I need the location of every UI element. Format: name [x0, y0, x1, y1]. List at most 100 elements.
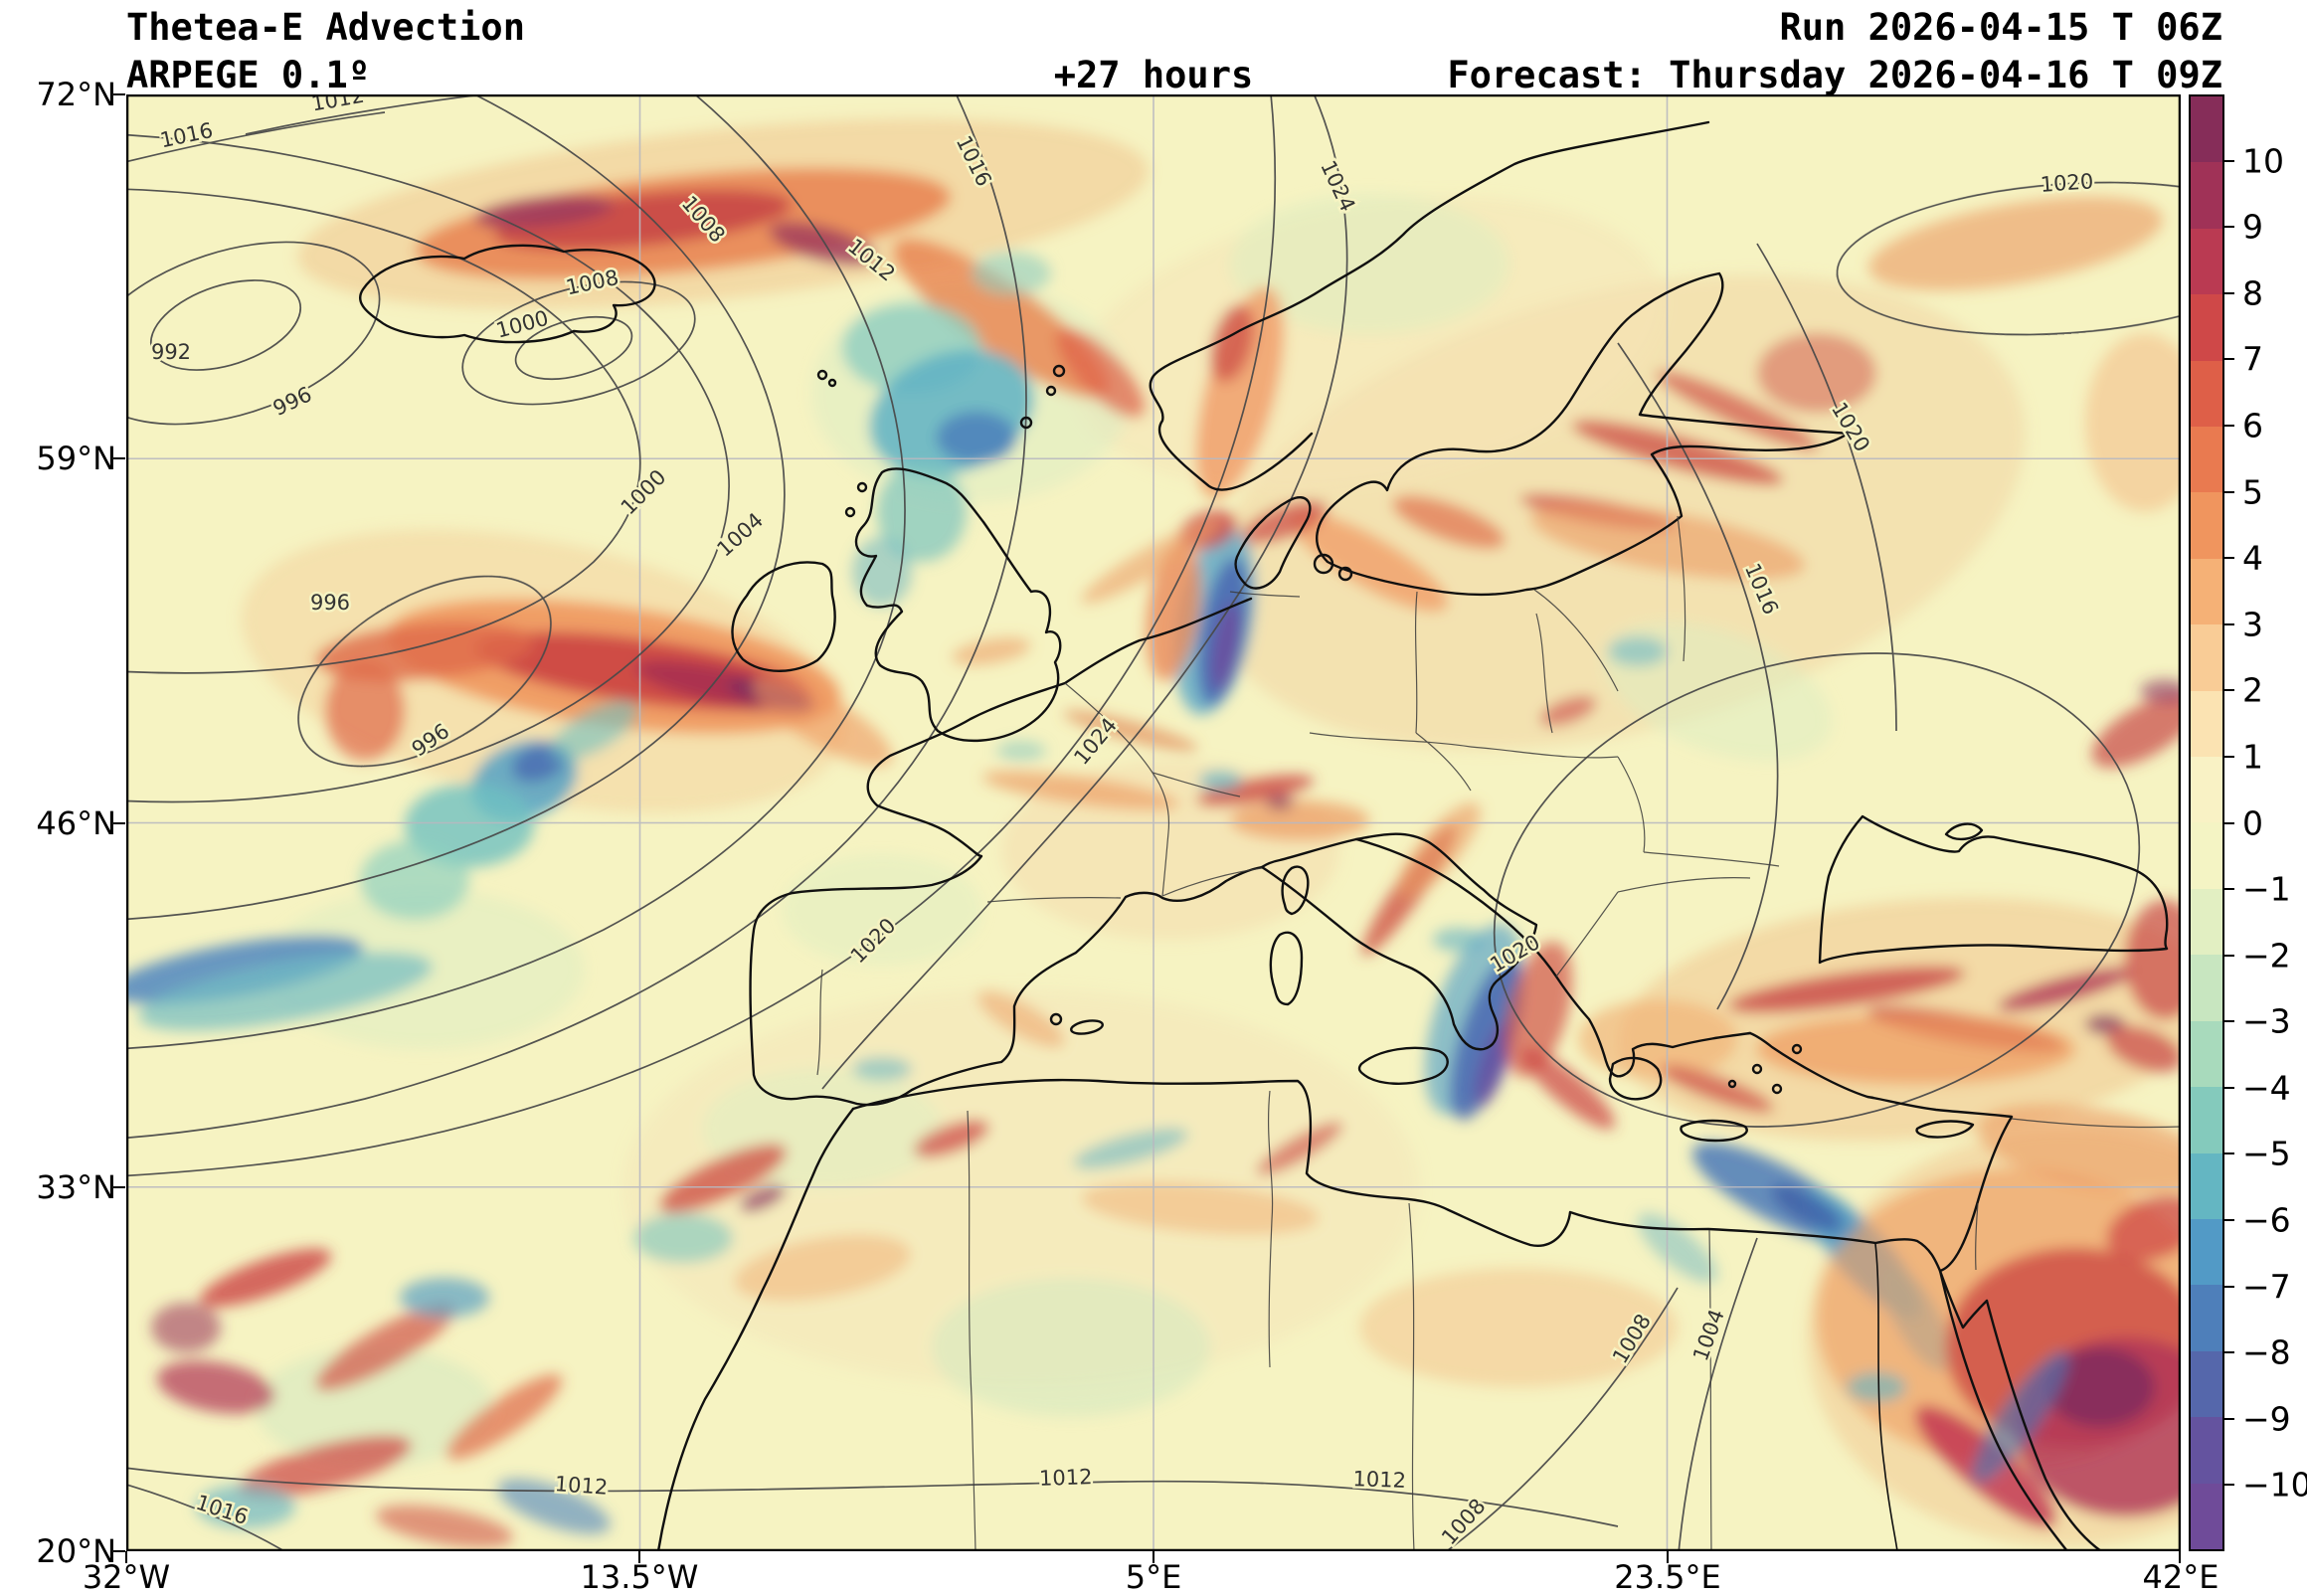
island-hebrides — [856, 481, 868, 493]
coast-iceland — [358, 244, 656, 344]
colorbar-tick-label: −10 — [2242, 1465, 2307, 1505]
isobar-label: 1012 — [1352, 1467, 1406, 1493]
colorbar-tick-label: 6 — [2242, 406, 2263, 445]
colorbar-tick-mark — [2224, 689, 2234, 692]
colorbar-tick-mark — [2224, 1285, 2234, 1288]
x-tick-mark — [2179, 1551, 2181, 1563]
colorbar-labels: 10 9 8 7 6 5 4 3 2 1 0 −1 −2 −3 −4 −5 −6 −7 −8 −9 −10 — [2242, 94, 2307, 1551]
colorbar-tick-mark — [2224, 954, 2234, 957]
colorbar-tick-label: −9 — [2242, 1399, 2291, 1439]
island-shetland — [1052, 364, 1066, 378]
coast-red-sea-west — [1938, 1269, 2069, 1551]
colorbar-tick-label: −8 — [2242, 1332, 2291, 1372]
colorbar-tick-label: 10 — [2242, 141, 2284, 181]
colorbar-segment — [2191, 1153, 2222, 1219]
colorbar-tick-label: 7 — [2242, 339, 2263, 379]
colorbar-tick-mark — [2224, 1020, 2234, 1023]
island-orkney — [1019, 416, 1033, 430]
colorbar-tick-mark — [2224, 821, 2234, 824]
lat-tick-label: 33°N — [36, 1168, 116, 1206]
colorbar-strip — [2189, 94, 2224, 1551]
coast-sardinia — [1269, 931, 1304, 1006]
isobar-contours — [126, 94, 2181, 1551]
isobar-label: 1020 — [2040, 169, 2094, 197]
colorbar-tick-mark — [2224, 888, 2234, 891]
colorbar-tick-label: 2 — [2242, 670, 2263, 710]
lon-tick-label: 13.5°W — [580, 1558, 699, 1596]
colorbar-tick-mark — [2224, 755, 2234, 758]
isobar-label: 992 — [151, 340, 191, 364]
y-tick-mark — [113, 1186, 125, 1188]
island-funen — [1337, 566, 1353, 582]
isobar-label: 1012 — [1039, 1465, 1093, 1491]
graticule — [126, 94, 2181, 1551]
coast-black-sea — [1818, 814, 2169, 965]
y-tick-mark — [113, 822, 125, 824]
colorbar-tick-label: −3 — [2242, 1001, 2291, 1041]
colorbar-tick-label: 8 — [2242, 273, 2263, 313]
x-tick-mark — [1667, 1551, 1669, 1563]
coast-azov — [1944, 822, 1984, 841]
river-nile — [1874, 1243, 1898, 1551]
colorbar-segment — [2191, 1417, 2222, 1484]
model-label: ARPEGE 0.1º — [126, 54, 371, 96]
lat-tick-label: 59°N — [36, 440, 116, 477]
isobar-label: 996 — [310, 591, 350, 615]
colorbar-segment — [2191, 1483, 2222, 1549]
colorbar-tick-label: −1 — [2242, 869, 2291, 909]
x-tick-mark — [1153, 1551, 1154, 1563]
island-aegean — [1727, 1079, 1737, 1089]
x-tick-mark — [638, 1551, 640, 1563]
coast-africa-levant — [851, 1031, 2014, 1273]
coast-baltic — [1316, 271, 1850, 597]
colorbar-tick-label: 9 — [2242, 207, 2263, 247]
colorbar-segment — [2191, 624, 2222, 691]
colorbar-tick-label: −6 — [2242, 1200, 2291, 1240]
forecast-label: Forecast: Thursday 2026-04-16 T 09Z — [1447, 54, 2222, 96]
island-aegean — [1751, 1063, 1763, 1075]
y-tick-mark — [113, 457, 125, 459]
colorbar-tick-mark — [2224, 159, 2234, 162]
colorbar-tick-mark — [2224, 1153, 2234, 1155]
coastlines — [358, 120, 2169, 1551]
colorbar-segment — [2191, 822, 2222, 889]
colorbar-segment — [2191, 427, 2222, 493]
island-faroe — [816, 369, 828, 381]
colorbar-tick-label: 4 — [2242, 538, 2263, 578]
coast-red-sea-east — [1985, 1299, 2103, 1551]
coast-corsica — [1281, 865, 1310, 916]
island-aegean — [1791, 1043, 1803, 1055]
lat-tick-label: 20°N — [36, 1532, 116, 1570]
colorbar-tick-mark — [2224, 1417, 2234, 1420]
coast-norway — [1149, 120, 1710, 491]
lon-tick-label: 32°W — [82, 1558, 171, 1596]
island-ibiza — [1049, 1012, 1063, 1026]
colorbar-tick-mark — [2224, 1351, 2234, 1354]
colorbar-ticks — [2224, 94, 2236, 1551]
colorbar-segment — [2191, 757, 2222, 823]
colorbar-segment — [2191, 558, 2222, 625]
isobar-label: 1012 — [554, 1472, 609, 1500]
colorbar-segment — [2191, 360, 2222, 428]
colorbar-tick-label: 3 — [2242, 605, 2263, 644]
y-tick-mark — [113, 1550, 125, 1552]
coast-west-europe — [749, 597, 1264, 1107]
colorbar-tick-label: −4 — [2242, 1068, 2291, 1108]
coast-denmark — [1234, 496, 1312, 590]
colorbar-segment — [2191, 690, 2222, 758]
coast-adriatic-greece — [1354, 837, 1752, 1078]
lon-tick-label: 23.5°E — [1614, 1558, 1721, 1596]
colorbar-segment — [2191, 96, 2222, 163]
colorbar-tick-mark — [2224, 1484, 2234, 1487]
colorbar-tick-mark — [2224, 490, 2234, 493]
colorbar-segment — [2191, 228, 2222, 295]
colorbar-tick-mark — [2224, 1086, 2234, 1089]
colorbar-tick-mark — [2224, 622, 2234, 625]
colorbar-tick-mark — [2224, 557, 2234, 560]
island-faroe — [827, 378, 837, 388]
colorbar-segment — [2191, 1350, 2222, 1418]
coast-crete — [1680, 1119, 1748, 1143]
advection-field — [126, 118, 2181, 1548]
country-borders — [816, 515, 2181, 1551]
